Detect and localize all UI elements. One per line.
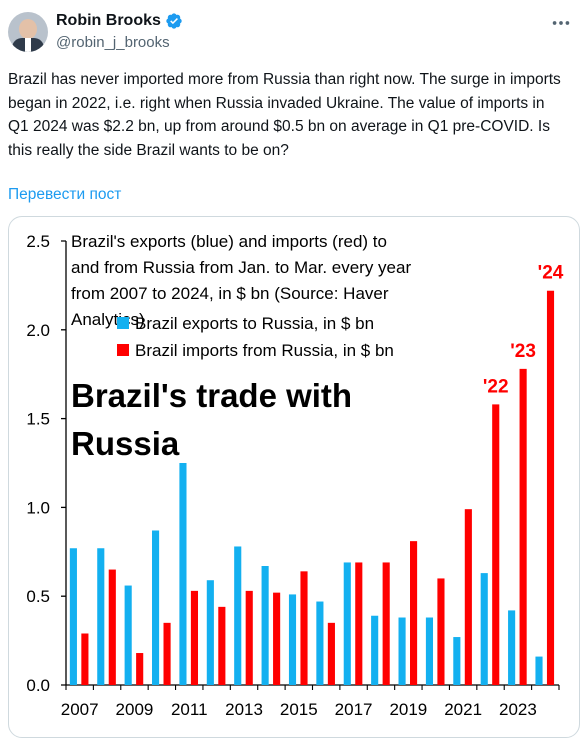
chart-title: Brazil's exports (blue) and imports (red… (71, 232, 411, 329)
import-bar (464, 509, 472, 685)
chart-annotations: '22'23 '24 (483, 263, 564, 398)
export-bar (179, 463, 187, 685)
import-bar (546, 290, 555, 685)
import-bar (218, 606, 226, 685)
y-tick-label: 1.5 (26, 410, 50, 429)
export-bar (343, 562, 351, 685)
x-tick-label: 2007 (61, 700, 99, 719)
export-bar (535, 656, 543, 685)
export-bar (124, 585, 132, 685)
year-annotation: '24 (538, 263, 564, 284)
import-bar (519, 368, 527, 685)
x-tick-label: 2019 (389, 700, 427, 719)
big-chart-label: Brazil's trade with (71, 377, 352, 414)
trade-chart: Brazil's exports (blue) and imports (red… (26, 232, 564, 719)
import-bar (327, 622, 335, 685)
tweet-text: Brazil has never imported more from Russ… (8, 71, 561, 159)
author-handle[interactable]: @robin_j_brooks (56, 34, 170, 51)
export-bar (453, 637, 461, 685)
export-bar (69, 548, 77, 685)
legend-swatch (117, 344, 129, 356)
y-tick-label: 1.0 (26, 498, 50, 517)
verified-badge-icon (166, 13, 182, 29)
export-bar (371, 615, 379, 685)
x-tick-label: 2021 (444, 700, 482, 719)
x-tick-label: 2023 (499, 700, 537, 719)
x-tick-label: 2011 (171, 700, 208, 719)
export-bar (508, 610, 516, 685)
chart-title-line: and from Russia from Jan. to Mar. every … (71, 258, 411, 277)
import-bar (108, 569, 116, 685)
export-bar (234, 546, 242, 685)
tweet-header: Robin Brooks @robin_j_brooks (8, 8, 580, 58)
y-tick-label: 0.0 (26, 676, 50, 695)
import-bar (245, 590, 253, 685)
x-tick-label: 2009 (116, 700, 154, 719)
import-bar (437, 578, 445, 685)
import-bar (300, 571, 308, 685)
year-annotation: '23 (510, 341, 536, 362)
export-bar (97, 548, 105, 685)
chart-axes: 0.0 0.5 1.0 1.5 2.0 2.5 2007 2009 2011 2013 2015 20… (26, 232, 560, 719)
big-chart-label: Russia (71, 425, 180, 462)
import-bar (273, 592, 281, 685)
more-options-icon[interactable] (550, 12, 572, 34)
chart-title-line: from 2007 to 2024, in $ bn (Source: Have… (71, 284, 389, 303)
chart-image-card[interactable]: Brazil's exports (blue) and imports (red… (8, 216, 580, 738)
y-tick-label: 2.0 (26, 321, 50, 340)
export-bar (261, 566, 269, 685)
x-tick-label: 2015 (280, 700, 318, 719)
chart-bars (69, 290, 555, 685)
legend-label: Brazil exports to Russia, in $ bn (135, 314, 374, 333)
import-bar (492, 404, 500, 685)
import-bar (163, 622, 171, 685)
export-bar (288, 594, 297, 685)
export-bar (398, 617, 406, 685)
export-bar (425, 617, 434, 685)
import-bar (136, 653, 144, 685)
export-bar (152, 530, 160, 685)
export-bar (206, 580, 214, 685)
x-tick-label: 2013 (225, 700, 263, 719)
import-bar (81, 633, 89, 685)
import-bar (355, 562, 363, 685)
legend-swatch (117, 317, 129, 329)
translate-post-link[interactable]: Перевести пост (8, 186, 122, 203)
chart-title-line: Analytics) (71, 310, 145, 329)
import-bar (190, 590, 199, 685)
export-bar (480, 573, 488, 685)
legend-label: Brazil imports from Russia, in $ bn (135, 341, 394, 360)
avatar[interactable] (8, 12, 48, 52)
x-tick-label: 2017 (335, 700, 373, 719)
y-tick-label: 0.5 (26, 587, 50, 606)
chart-big-label: Brazil's trade with Russia (71, 377, 352, 462)
year-annotation: '22 (483, 376, 509, 397)
export-bar (316, 601, 324, 685)
import-bar (410, 541, 418, 685)
chart-legend: Brazil exports to Russia, in $ bn Brazil … (117, 314, 394, 360)
import-bar (382, 562, 390, 685)
chart-title-line: Brazil's exports (blue) and imports (red… (71, 232, 387, 251)
y-tick-label: 2.5 (26, 232, 50, 251)
author-name[interactable]: Robin Brooks (56, 12, 161, 29)
author-row: Robin Brooks (56, 12, 183, 30)
